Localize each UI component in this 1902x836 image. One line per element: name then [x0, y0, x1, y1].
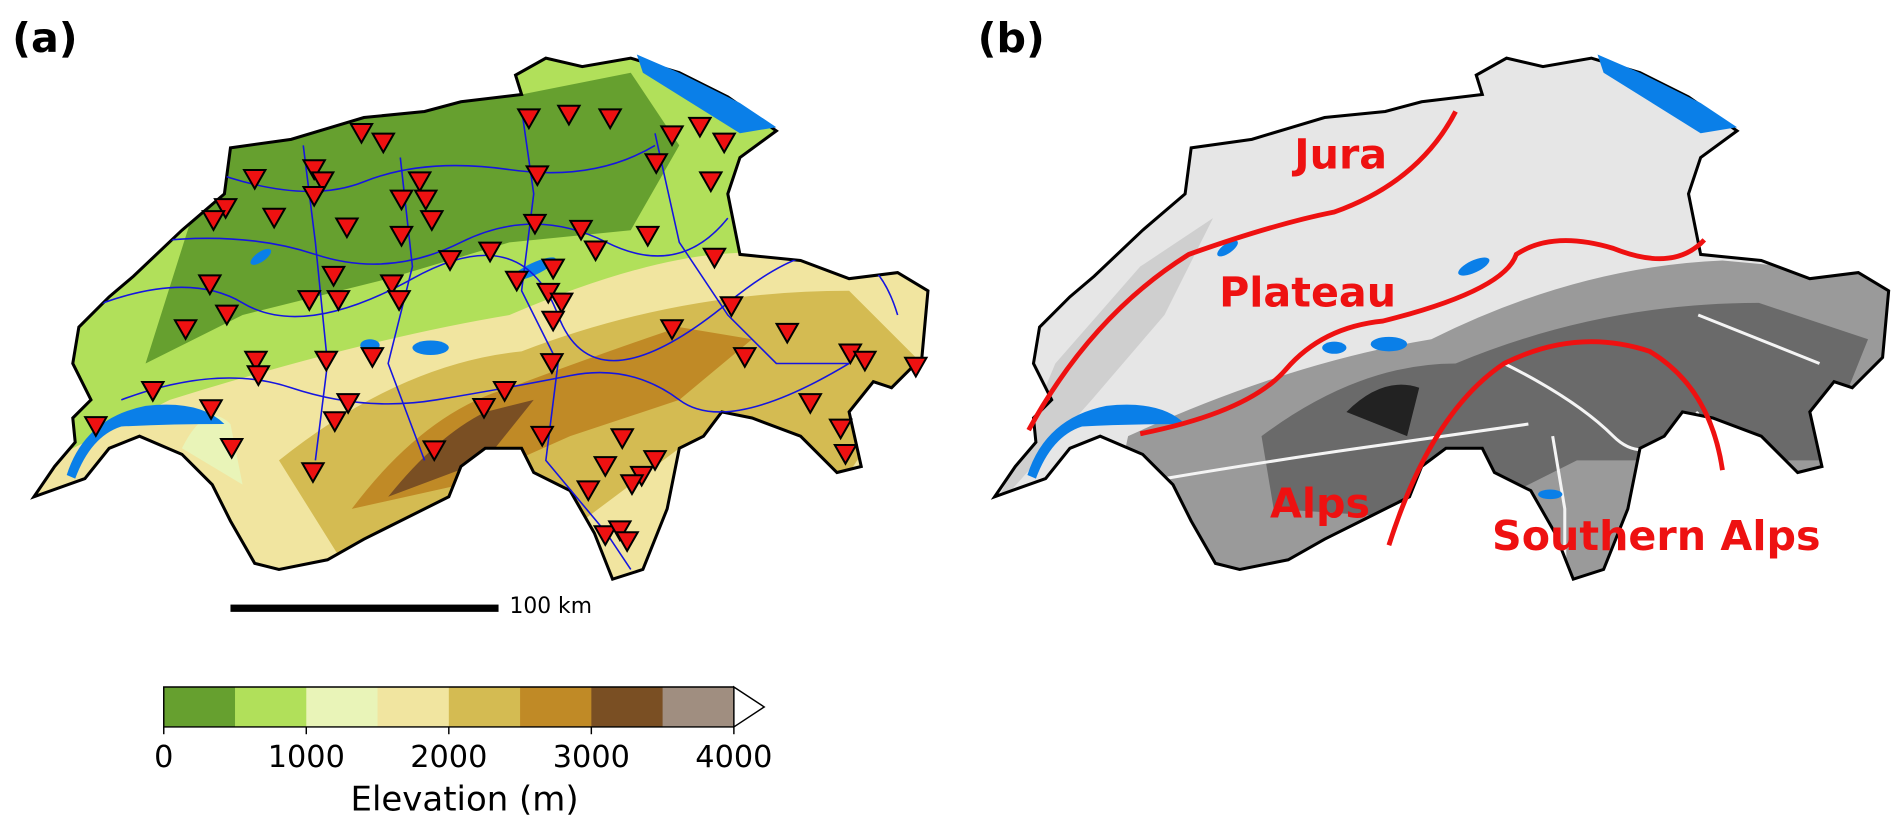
colorbar-segment — [235, 686, 307, 727]
colorbar-segment — [591, 686, 664, 727]
scale-label: 100 km — [509, 594, 592, 619]
colorbar-segment — [662, 686, 735, 727]
map-b: Jura Plateau Alps Southern Alps (b) — [978, 14, 1891, 581]
colorbar-segment — [306, 686, 379, 727]
colorbar-segment — [377, 686, 450, 727]
colorbar: Elevation (m) 0 1000 2000 3000 4000 — [154, 685, 772, 819]
scale-bar — [230, 604, 499, 612]
colorbar-tick-label: 1000 — [268, 740, 345, 775]
colorbar-tick-label: 3000 — [553, 740, 630, 775]
colorbar-segment — [163, 686, 236, 727]
colorbar-tick-label: 4000 — [695, 740, 772, 775]
colorbar-segment — [448, 686, 521, 727]
colorbar-extend — [733, 685, 766, 729]
region-label: Jura — [1291, 131, 1387, 179]
colorbar-label: Elevation (m) — [351, 779, 579, 819]
colorbar-tick-label: 2000 — [410, 740, 487, 775]
colorbar-tick-label: 0 — [154, 740, 173, 775]
panel-label: (a) — [12, 14, 78, 62]
region-label: Alps — [1270, 479, 1370, 527]
colorbar-segment — [520, 686, 592, 727]
panel-label: (b) — [978, 14, 1045, 62]
region-label: Southern Alps — [1492, 512, 1821, 560]
region-label: Plateau — [1219, 269, 1396, 317]
map-a: 100 km (a) — [12, 14, 930, 619]
